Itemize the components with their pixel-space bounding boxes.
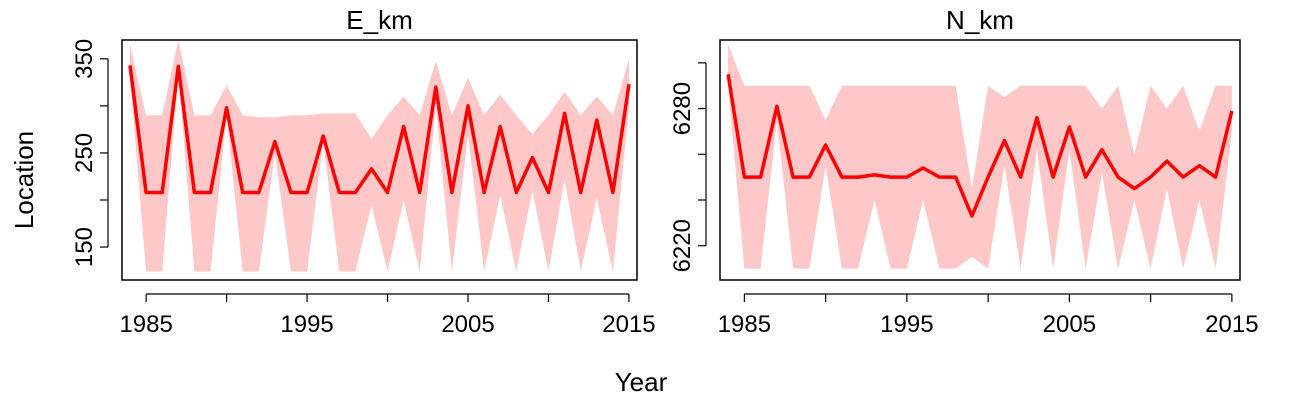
confidence-band [130, 40, 629, 272]
x-tick-label: 1995 [280, 311, 333, 338]
y-tick-label: 6220 [669, 219, 696, 272]
x-tick-label: 1985 [718, 311, 771, 338]
x-tick-label: 1985 [119, 311, 172, 338]
y-tick-label: 250 [71, 133, 98, 173]
x-tick-label: 2005 [1043, 311, 1096, 338]
x-tick-label: 2015 [1205, 311, 1258, 338]
y-tick-label: 6280 [669, 82, 696, 135]
y-tick-label: 150 [71, 227, 98, 267]
x-axis-title: Year [615, 367, 668, 397]
panel-title: N_km [946, 5, 1014, 35]
y-tick-label: 350 [71, 39, 98, 79]
plot-frame [719, 39, 1241, 281]
x-tick-label: 1995 [880, 311, 933, 338]
chart-panel-1: E_km 1985 1995 2005 2015 150 250 350 [71, 5, 656, 338]
plot-frame [121, 39, 638, 281]
y-axis-title: Location [9, 131, 39, 229]
confidence-band [728, 44, 1232, 269]
x-tick-label: 2015 [602, 311, 655, 338]
series-line [128, 64, 631, 195]
chart-panel-2: N_km 1985 1995 2005 2015 6220 6280 [669, 5, 1259, 338]
x-tick-label: 2005 [441, 311, 494, 338]
panel-title: E_km [346, 5, 412, 35]
series-line [726, 74, 1234, 218]
